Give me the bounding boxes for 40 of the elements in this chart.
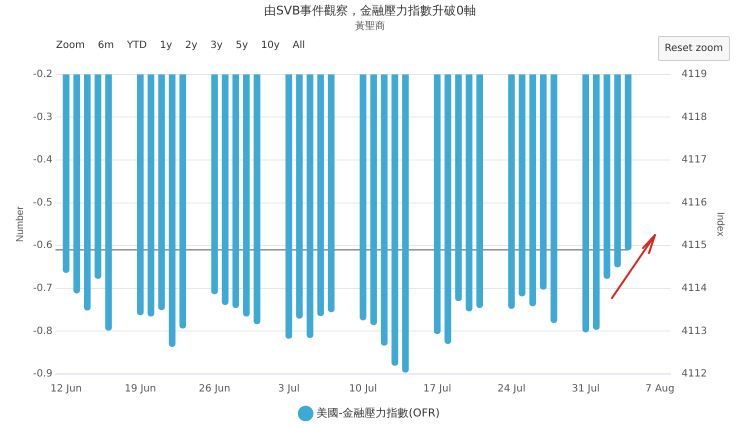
x-tick-label: 17 Jul	[423, 384, 452, 395]
y-tick-label: -0.2	[32, 68, 53, 80]
y-tick-label: -0.8	[32, 326, 53, 337]
y2-tick-label: 4119	[682, 68, 708, 80]
y-tick-label: -0.4	[32, 154, 53, 166]
x-tick-label: 31 Jul	[572, 384, 600, 395]
text: 2y	[185, 40, 198, 51]
chart-subtitle: 黃聖商	[355, 20, 385, 32]
text: 3y	[210, 40, 223, 51]
y-tick-label: -0.3	[32, 112, 53, 123]
y2-tick-label: 4117	[682, 154, 708, 166]
x-tick-label: 24 Jul	[498, 384, 526, 395]
y2-tick-label: 4116	[682, 197, 708, 208]
x-tick-label: 12 Jun	[50, 384, 82, 395]
x-tick-label: 19 Jun	[124, 384, 156, 395]
text: Reset zoom	[664, 43, 723, 54]
y-axis-title: Number	[14, 206, 26, 242]
text: All	[292, 40, 306, 51]
y-tick-label: -0.6	[32, 240, 53, 252]
text: 10y	[260, 40, 280, 51]
x-tick-label: 3 Jul	[278, 384, 300, 395]
text: 5y	[236, 40, 248, 51]
y2-tick-label: 4112	[682, 368, 708, 380]
y-tick-label: -0.7	[32, 282, 53, 294]
x-tick-label: 26 Jun	[198, 384, 230, 395]
text: YTD	[126, 40, 147, 51]
y-tick-label: -0.9	[32, 368, 53, 380]
x-tick-label: 10 Jul	[349, 384, 378, 395]
y2-tick-label: 4115	[682, 240, 708, 252]
y2-tick-label: 4113	[682, 326, 708, 337]
x-tick-label: 7 Aug	[645, 384, 674, 395]
text: 6m	[98, 40, 114, 51]
text: 1y	[160, 40, 172, 51]
text: Zoom	[56, 40, 85, 51]
legend-label: 美國-金融壓力指數(OFR)	[316, 406, 440, 420]
y2-tick-label: 4118	[682, 112, 708, 123]
y2-tick-label: 4114	[682, 282, 708, 294]
y-tick-label: -0.5	[32, 197, 53, 208]
y2-axis-title: Index	[714, 212, 726, 236]
chart-title: 由SVB事件觀察，金融壓力指數升破0軸	[264, 3, 476, 18]
